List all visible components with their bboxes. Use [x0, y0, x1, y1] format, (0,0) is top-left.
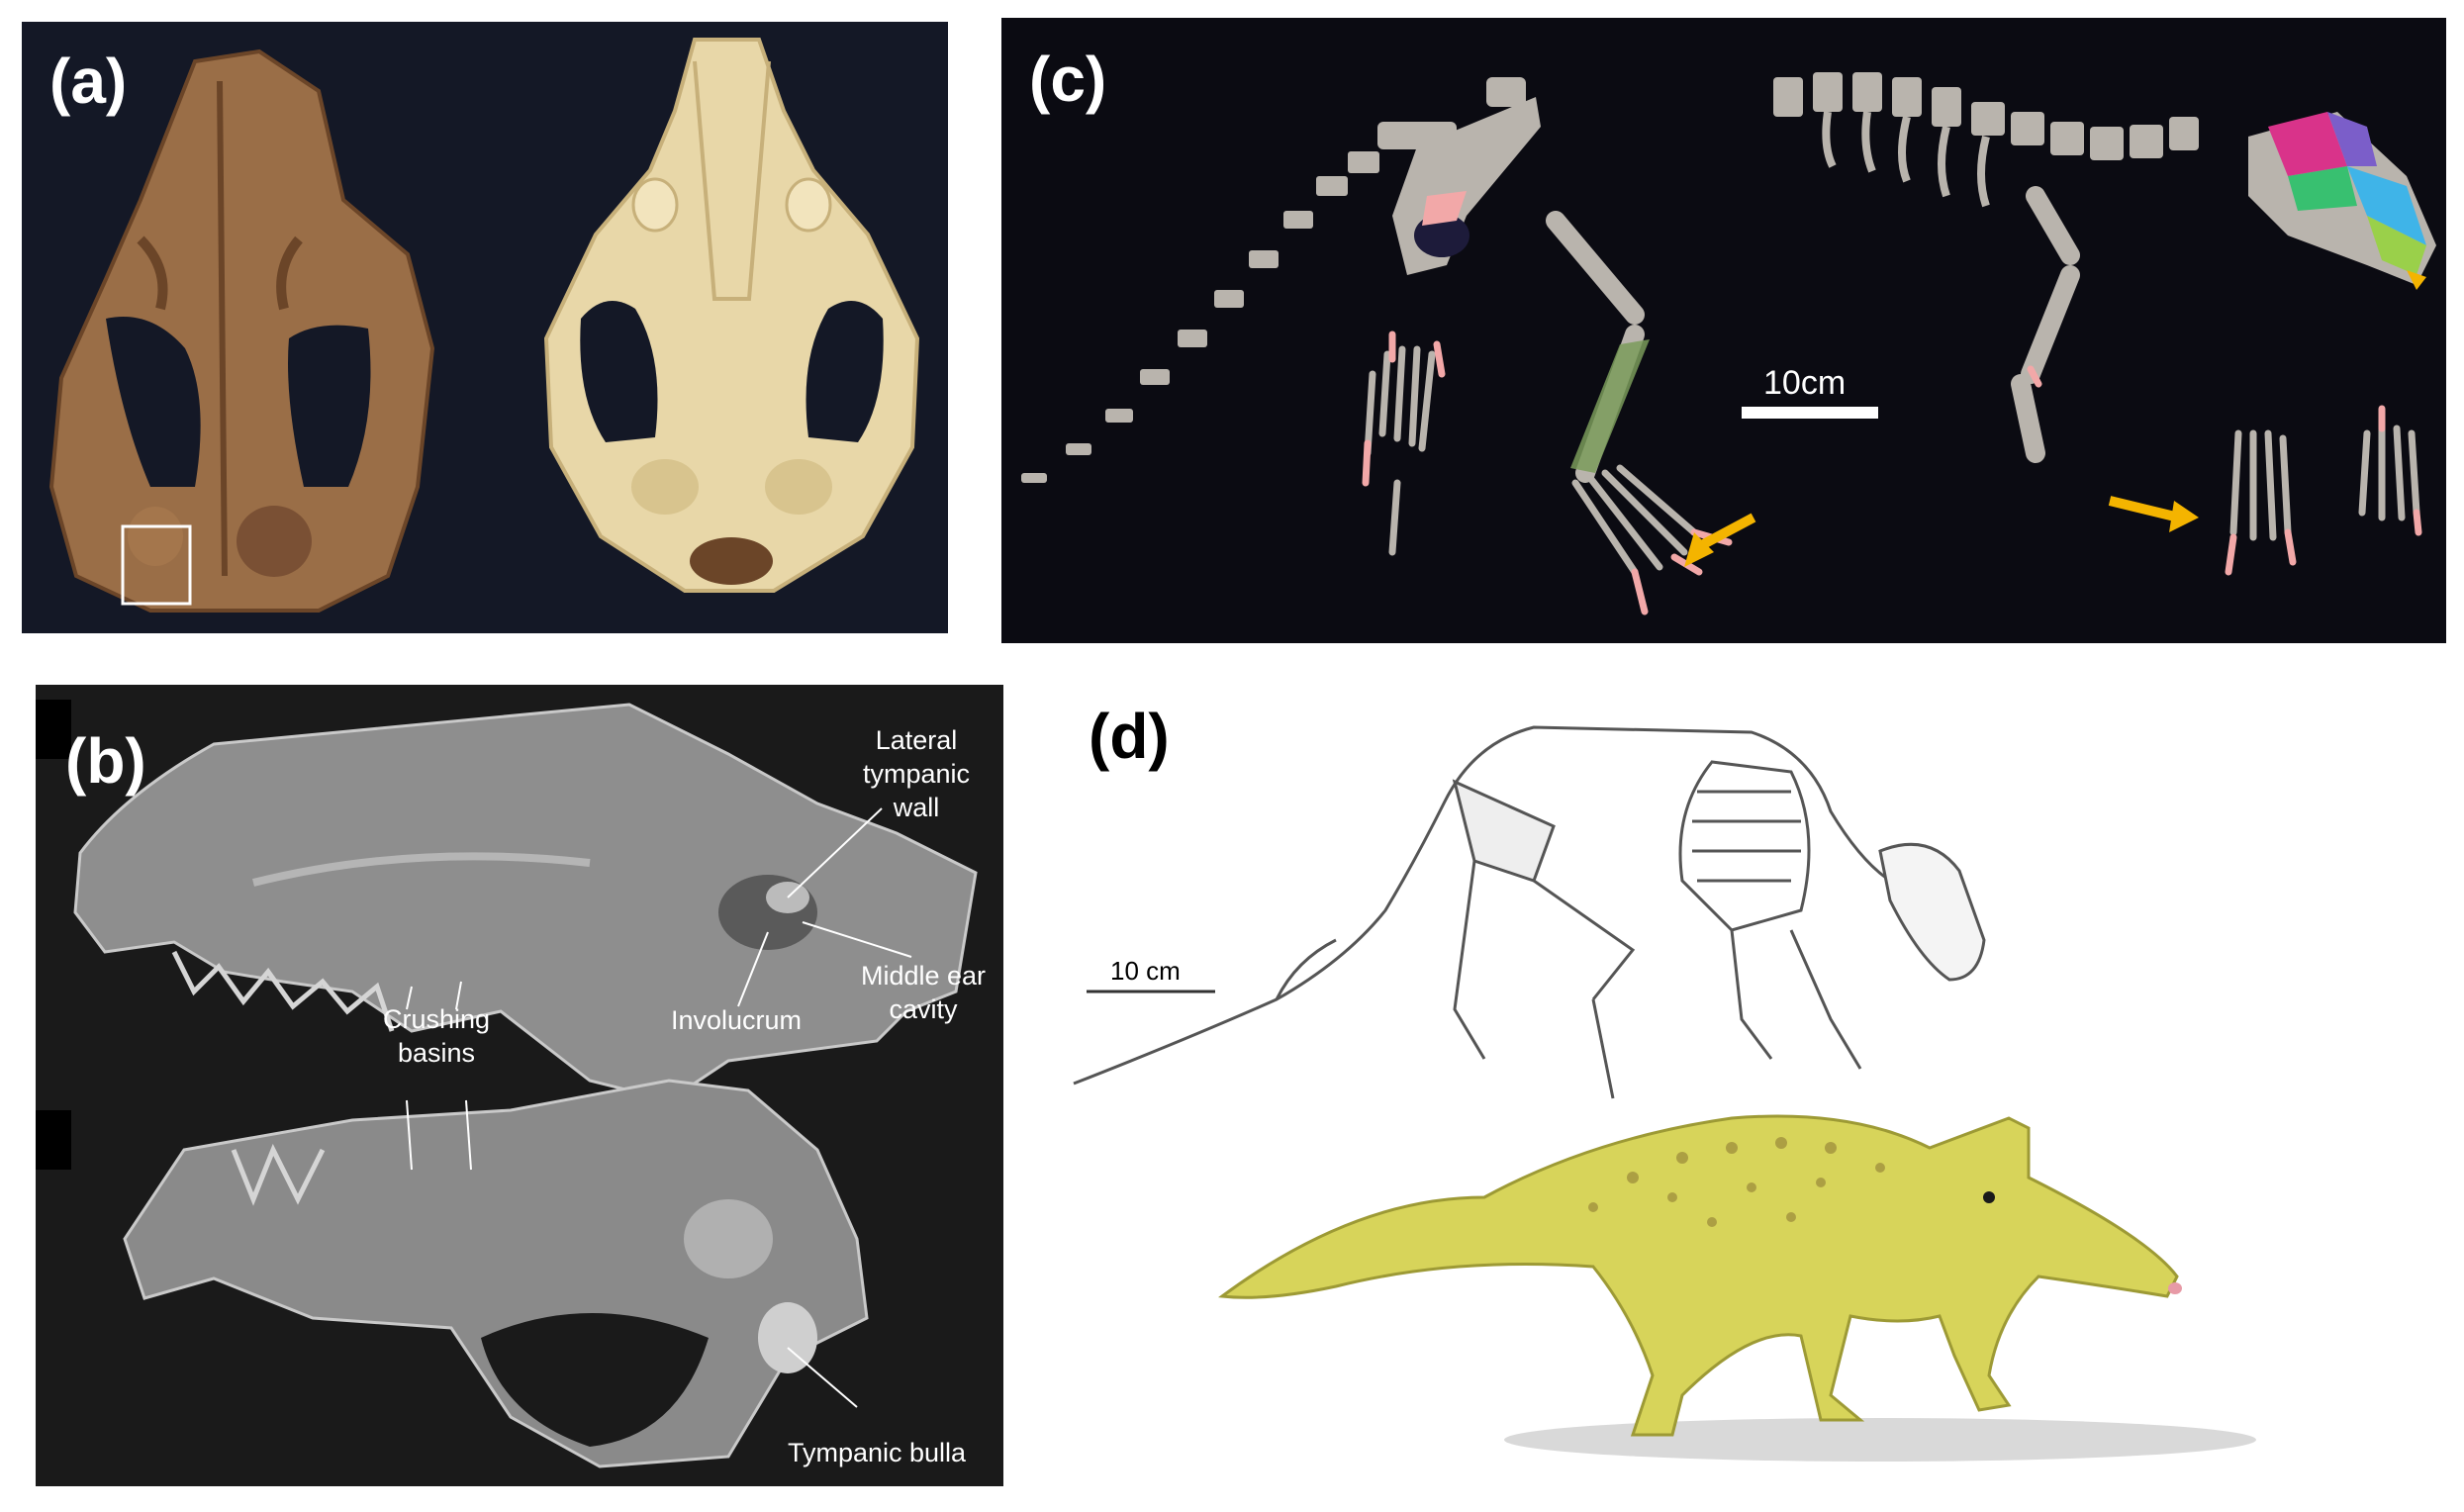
modern-skull-ventral-view: [543, 38, 920, 593]
annotation-leader-lines: [406, 807, 912, 1408]
panel-c-label: (c): [1029, 44, 1107, 115]
direction-arrows: [1684, 496, 2199, 567]
skeleton-ribs: [1822, 111, 1990, 208]
skeleton-vertebrae: [1021, 72, 2199, 483]
fossil-skull-lateral-view: [73, 703, 978, 1102]
scale-bar-label: 10cm: [1763, 364, 1847, 402]
label-involucrum: Involucrum: [670, 1005, 803, 1035]
panel-d: (d) 10 cm: [1039, 683, 2464, 1512]
panel-d-label: (d): [1089, 701, 1170, 772]
skeleton-pelvis: [1392, 97, 1541, 275]
skull-colored: [2248, 112, 2436, 290]
label-crushing-basins: Crushing basins: [382, 1004, 491, 1068]
label-middle-ear-cavity: Middle ear cavity: [860, 961, 987, 1024]
masking-block: [36, 700, 71, 759]
panel-a-label: (a): [49, 46, 128, 117]
fossil-skull-ventral-view: [123, 1079, 869, 1468]
label-lateral-tympanic-wall: Lateral tympanic wall: [862, 725, 971, 822]
life-restoration: [1218, 1114, 2256, 1462]
panel-b: (b) Lateral tympanic wall Middle ear cav…: [36, 685, 1003, 1486]
panel-a: (a): [22, 22, 948, 633]
panel-c: (c) 10cm: [1001, 18, 2446, 643]
skeleton-forelimb: [2011, 186, 2080, 463]
detail-box: [121, 524, 192, 606]
label-tympanic-bulla: Tympanic bulla: [787, 1438, 967, 1467]
masking-block: [36, 1110, 71, 1170]
fossil-skull-dorsal-view: [48, 48, 435, 613]
panel-b-label: (b): [65, 725, 146, 797]
scale-bar-10cm: [1742, 407, 1878, 419]
scale-bar-label: 10 cm: [1110, 956, 1181, 986]
skeletal-reconstruction: [1073, 725, 1986, 1099]
skeleton-feet: [1364, 345, 2420, 576]
tibia-colored-region: [1570, 339, 1650, 473]
pink-highlights: [1362, 331, 2422, 615]
